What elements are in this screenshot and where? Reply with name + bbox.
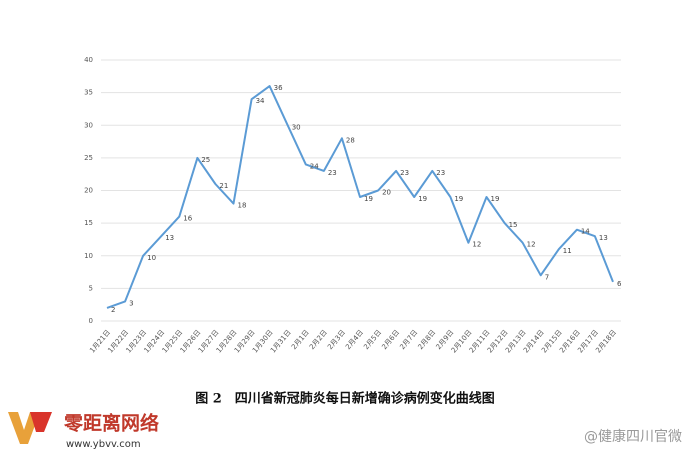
logo-shape (30, 412, 52, 432)
x-tick-label: 2月4日 (344, 328, 365, 351)
data-label: 36 (274, 84, 283, 92)
data-label: 23 (328, 169, 337, 177)
line (106, 85, 614, 309)
y-tick-label: 15 (84, 219, 93, 227)
account-watermark: @健康四川官微 (584, 428, 682, 445)
logo-shape (8, 412, 40, 444)
data-label: 23 (400, 169, 409, 177)
data-label: 28 (346, 136, 355, 144)
data-label: 14 (581, 228, 590, 236)
data-label: 10 (147, 254, 156, 262)
data-label: 19 (418, 195, 427, 203)
chart-caption: 图 2 四川省新冠肺炎每日新增确诊病例变化曲线图 (195, 391, 495, 407)
y-tick-label: 20 (84, 187, 93, 195)
site-name: 零距离网络 (63, 412, 159, 435)
data-label: 16 (183, 215, 192, 223)
watermark-logo: 零距离网络 www.ybvv.com (8, 412, 159, 450)
x-tick-label: 2月5日 (362, 328, 383, 351)
site-url: www.ybvv.com (66, 439, 141, 450)
y-tick-label: 10 (84, 252, 93, 260)
data-label: 6 (617, 280, 622, 288)
data-label: 12 (472, 241, 481, 249)
data-label: 23 (436, 169, 445, 177)
y-tick-label: 5 (89, 284, 93, 292)
x-tick-label: 2月8日 (416, 328, 437, 351)
y-tick-label: 35 (84, 89, 93, 97)
data-label: 15 (509, 221, 518, 229)
x-tick-label: 2月6日 (380, 328, 401, 351)
y-tick-label: 0 (89, 317, 93, 325)
x-tick-label: 2月2日 (308, 328, 329, 351)
y-tick-label: 40 (84, 56, 93, 64)
y-tick-label: 30 (84, 121, 93, 129)
data-label: 2 (111, 306, 115, 314)
data-label: 13 (165, 234, 174, 242)
data-label: 30 (292, 123, 301, 131)
data-label: 13 (599, 234, 608, 242)
y-tick-label: 25 (84, 154, 93, 162)
data-label: 7 (545, 273, 549, 281)
data-label: 24 (310, 162, 319, 170)
data-label: 25 (201, 156, 210, 164)
data-label: 19 (454, 195, 463, 203)
data-label: 11 (563, 247, 572, 255)
x-tick-label: 2月7日 (398, 328, 419, 351)
x-tick-label: 2月1日 (290, 328, 311, 351)
data-label: 12 (527, 241, 536, 249)
data-label: 34 (256, 97, 265, 105)
data-label: 19 (364, 195, 373, 203)
data-label: 21 (219, 182, 228, 190)
data-label: 19 (491, 195, 500, 203)
data-label: 20 (382, 189, 391, 197)
x-tick-label: 2月3日 (326, 328, 347, 351)
data-label: 3 (129, 299, 133, 307)
data-label: 18 (238, 202, 247, 210)
